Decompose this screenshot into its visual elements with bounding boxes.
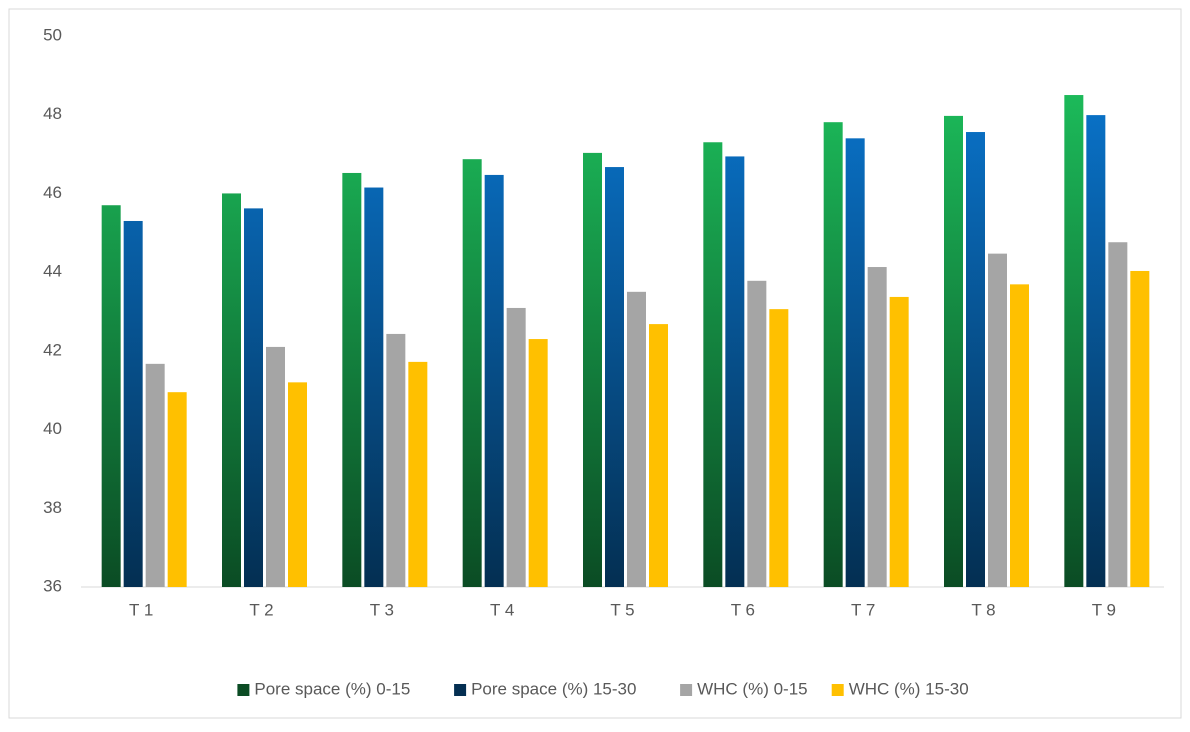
bar [966, 132, 985, 587]
bar [747, 280, 767, 587]
x-tick-label: T 8 [971, 600, 995, 619]
bar [649, 324, 668, 587]
bar [364, 187, 384, 587]
bar [528, 339, 548, 587]
y-tick-label: 42 [43, 340, 62, 359]
bar [1086, 115, 1106, 588]
bar [101, 205, 121, 587]
legend-label: WHC (%) 0-15 [697, 679, 808, 698]
legend-label: Pore space (%) 15-30 [471, 679, 636, 698]
x-tick-label: T 1 [129, 600, 153, 619]
bar [889, 296, 909, 587]
bar [408, 361, 428, 587]
x-tick-label: T 3 [370, 600, 394, 619]
legend-marker [680, 684, 693, 696]
bar [1064, 95, 1084, 588]
legend-label: WHC (%) 15-30 [849, 679, 969, 698]
bar [583, 152, 602, 587]
bar [867, 267, 887, 587]
x-tick-label: T 2 [249, 600, 273, 619]
y-tick-label: 40 [43, 419, 62, 438]
x-tick-label: T 5 [610, 600, 634, 619]
bar [1130, 270, 1150, 587]
bar [266, 346, 285, 587]
bar [506, 307, 526, 587]
bar [462, 159, 482, 587]
bar [484, 174, 504, 587]
y-tick-label: 48 [43, 104, 62, 123]
y-tick-label: 46 [43, 183, 62, 202]
x-tick-label: T 6 [731, 600, 755, 619]
legend-marker [454, 684, 467, 696]
bar [288, 382, 307, 587]
bar [1010, 284, 1029, 587]
bar [627, 291, 646, 587]
legend-marker [831, 684, 844, 696]
bar [167, 392, 187, 587]
y-tick-label: 38 [43, 498, 62, 517]
x-tick-label: T 9 [1092, 600, 1116, 619]
bar [988, 253, 1007, 587]
legend-label: Pore space (%) 0-15 [254, 679, 410, 698]
bar [703, 142, 723, 587]
bar [769, 309, 789, 587]
bar [944, 115, 963, 588]
bar [244, 208, 263, 588]
bar [823, 122, 843, 588]
bar [145, 363, 165, 587]
bar [605, 167, 624, 588]
x-tick-label: T 7 [851, 600, 875, 619]
bar [222, 193, 241, 587]
bar [845, 138, 865, 588]
y-tick-label: 36 [43, 576, 62, 595]
bar [1108, 242, 1128, 587]
bar [342, 172, 362, 587]
y-tick-label: 50 [43, 25, 62, 44]
bar [123, 220, 143, 587]
bar [386, 333, 406, 587]
legend-marker [237, 684, 250, 696]
bar [725, 156, 745, 587]
y-tick-label: 44 [43, 262, 62, 281]
x-tick-label: T 4 [490, 600, 514, 619]
